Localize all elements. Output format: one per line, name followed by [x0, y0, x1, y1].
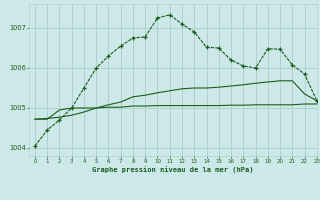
X-axis label: Graphe pression niveau de la mer (hPa): Graphe pression niveau de la mer (hPa) — [92, 166, 253, 173]
